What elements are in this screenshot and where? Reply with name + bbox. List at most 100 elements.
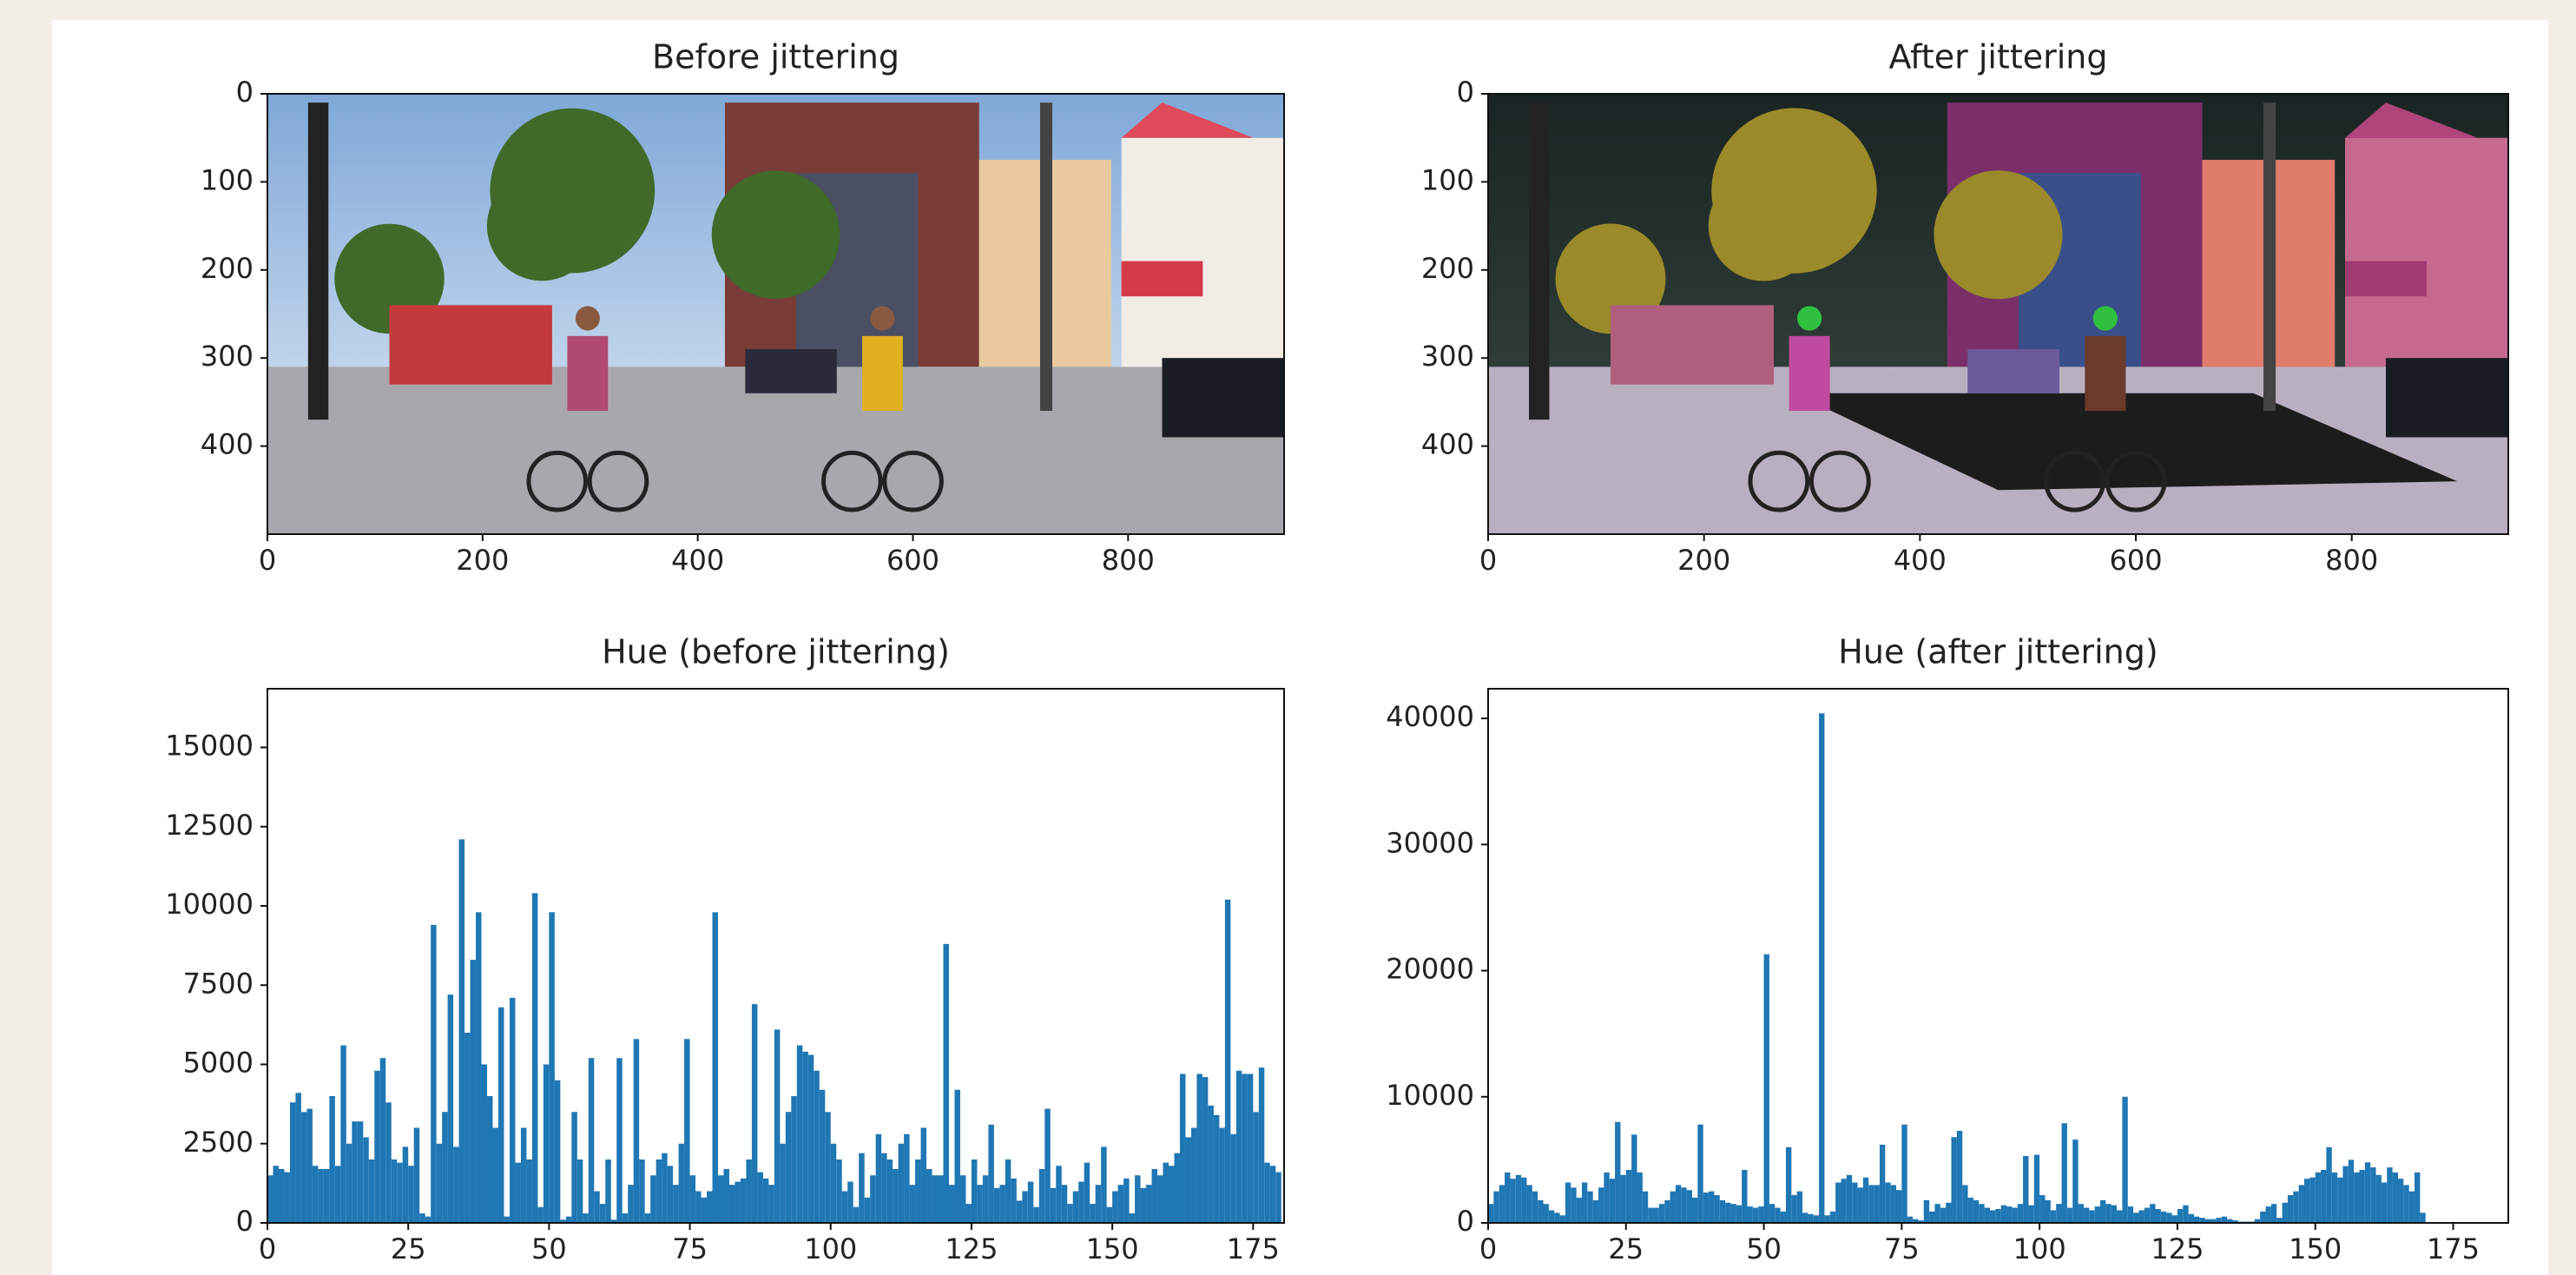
bar bbox=[859, 1153, 864, 1223]
bar bbox=[1907, 1217, 1913, 1223]
bar bbox=[2028, 1206, 2033, 1223]
tree bbox=[712, 170, 840, 299]
tree bbox=[487, 171, 596, 281]
bar bbox=[1051, 1188, 1056, 1223]
x-tick-label: 125 bbox=[2151, 1232, 2204, 1265]
bar bbox=[639, 1159, 644, 1223]
bar bbox=[2177, 1209, 2183, 1223]
bar bbox=[808, 1055, 814, 1223]
bar bbox=[1687, 1190, 1692, 1223]
y-tick-label: 15000 bbox=[165, 730, 254, 763]
bar bbox=[2293, 1192, 2298, 1223]
bar bbox=[471, 960, 476, 1223]
bar bbox=[1847, 1175, 1852, 1223]
bar bbox=[555, 1080, 560, 1223]
car bbox=[1162, 358, 1284, 437]
bar bbox=[2034, 1155, 2039, 1223]
tree bbox=[1934, 170, 2062, 299]
bar bbox=[2072, 1140, 2078, 1223]
bar bbox=[2283, 1203, 2288, 1223]
y-tick-label: 400 bbox=[1421, 428, 1474, 461]
bar bbox=[1781, 1212, 1786, 1223]
bar bbox=[1577, 1198, 1582, 1223]
y-tick-label: 40000 bbox=[1386, 700, 1474, 733]
y-tick-label: 100 bbox=[1421, 163, 1474, 196]
bar bbox=[949, 1185, 954, 1223]
bar bbox=[1185, 1137, 1190, 1223]
axes: 02004006008000100200300400After jitterin… bbox=[1421, 38, 2508, 578]
x-tick-label: 125 bbox=[945, 1232, 998, 1265]
bar bbox=[723, 1169, 728, 1223]
bar bbox=[340, 1046, 346, 1223]
bar bbox=[960, 1175, 965, 1223]
bar bbox=[2006, 1206, 2012, 1223]
bar bbox=[1769, 1204, 1775, 1223]
bar bbox=[1631, 1134, 1637, 1223]
bar bbox=[825, 1112, 830, 1223]
bar bbox=[544, 1065, 549, 1223]
bar bbox=[662, 1153, 667, 1223]
bar bbox=[1078, 1182, 1084, 1223]
bar bbox=[752, 1004, 757, 1223]
y-tick-label: 0 bbox=[236, 76, 254, 109]
bar bbox=[2105, 1204, 2111, 1223]
bar bbox=[650, 1175, 656, 1223]
bar bbox=[1742, 1170, 1747, 1223]
bar bbox=[1924, 1200, 1929, 1223]
x-tick-label: 25 bbox=[391, 1232, 426, 1265]
bar bbox=[1758, 1206, 1763, 1223]
building bbox=[2345, 138, 2508, 380]
x-tick-label: 400 bbox=[671, 544, 724, 577]
bar bbox=[2337, 1178, 2342, 1223]
bar bbox=[2039, 1195, 2045, 1223]
bar bbox=[408, 1166, 413, 1223]
bar bbox=[1901, 1125, 1907, 1223]
x-tick-label: 600 bbox=[886, 544, 939, 577]
bar bbox=[594, 1192, 599, 1223]
bar bbox=[623, 1213, 628, 1223]
bar bbox=[836, 1159, 841, 1223]
bar bbox=[1748, 1206, 1753, 1223]
bar bbox=[1526, 1185, 1532, 1223]
bar bbox=[493, 1128, 498, 1223]
bar bbox=[1169, 1166, 1174, 1223]
bar bbox=[583, 1213, 588, 1223]
bar bbox=[994, 1188, 999, 1223]
bar bbox=[1598, 1187, 1604, 1223]
bar bbox=[983, 1175, 988, 1223]
bar bbox=[1039, 1169, 1044, 1223]
bar bbox=[1196, 1074, 1202, 1223]
bar bbox=[1802, 1212, 1808, 1223]
bar bbox=[2271, 1204, 2276, 1223]
bar bbox=[1692, 1198, 1697, 1223]
bar bbox=[2365, 1162, 2370, 1223]
bar bbox=[306, 1109, 312, 1223]
bar bbox=[831, 1144, 836, 1223]
bar bbox=[1146, 1185, 1151, 1223]
bar bbox=[1582, 1183, 1587, 1223]
bar bbox=[2045, 1200, 2050, 1223]
bar bbox=[1891, 1185, 1896, 1223]
bar bbox=[346, 1144, 352, 1223]
bar bbox=[1791, 1195, 1796, 1223]
bar bbox=[1130, 1213, 1135, 1223]
bar bbox=[2095, 1206, 2100, 1223]
car bbox=[1967, 349, 2059, 393]
bar bbox=[329, 1096, 334, 1223]
bar bbox=[1753, 1208, 1758, 1223]
bar bbox=[1028, 1182, 1033, 1223]
bar bbox=[2012, 1208, 2017, 1223]
bar bbox=[482, 1065, 487, 1223]
bar bbox=[2354, 1173, 2359, 1223]
bar bbox=[820, 1090, 825, 1223]
bar bbox=[977, 1185, 982, 1223]
x-tick-label: 800 bbox=[1102, 544, 1155, 577]
bar bbox=[1835, 1183, 1841, 1223]
bar bbox=[690, 1175, 695, 1223]
bar bbox=[1973, 1200, 1979, 1223]
bar bbox=[713, 912, 718, 1223]
x-tick-label: 100 bbox=[804, 1232, 857, 1265]
bar bbox=[899, 1144, 904, 1223]
bar bbox=[893, 1169, 898, 1223]
bar bbox=[2316, 1173, 2321, 1223]
